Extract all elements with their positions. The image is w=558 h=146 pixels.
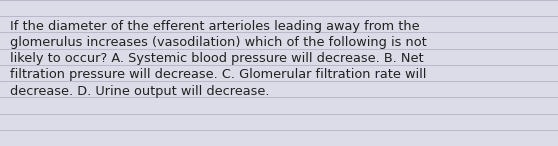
Text: If the diameter of the efferent arterioles leading away from the: If the diameter of the efferent arteriol…	[10, 20, 420, 33]
Text: decrease. D. Urine output will decrease.: decrease. D. Urine output will decrease.	[10, 85, 270, 98]
Text: filtration pressure will decrease. C. Glomerular filtration rate will: filtration pressure will decrease. C. Gl…	[10, 68, 426, 81]
Text: glomerulus increases (vasodilation) which of the following is not: glomerulus increases (vasodilation) whic…	[10, 36, 427, 49]
Text: likely to occur? A. Systemic blood pressure will decrease. B. Net: likely to occur? A. Systemic blood press…	[10, 52, 424, 65]
